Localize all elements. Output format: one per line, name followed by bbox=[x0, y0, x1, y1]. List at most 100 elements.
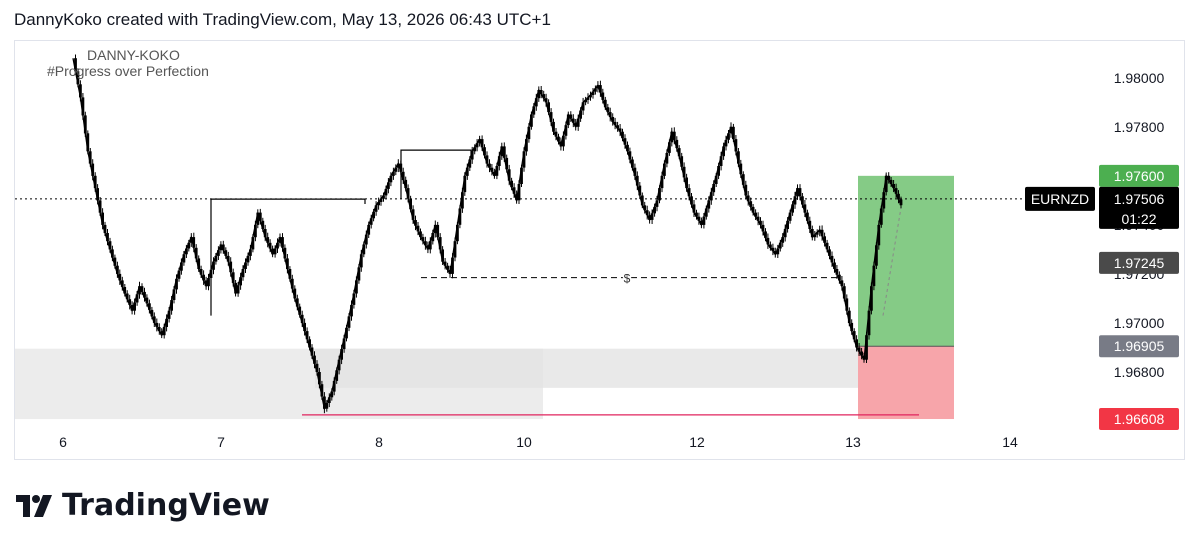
candle-body bbox=[246, 255, 250, 263]
candle-body bbox=[702, 216, 706, 225]
candle-body bbox=[771, 247, 775, 252]
candle-body bbox=[872, 265, 876, 287]
candle-body bbox=[337, 359, 341, 371]
candle-body bbox=[254, 224, 257, 238]
candle-body bbox=[451, 257, 454, 274]
candle-body bbox=[352, 293, 356, 305]
stop-price-label: 1.96608 bbox=[1114, 411, 1165, 427]
chart-frame[interactable]: $ 678101213141.980001.978001.976001.9740… bbox=[14, 40, 1185, 460]
price-chart[interactable]: $ 678101213141.980001.978001.976001.9740… bbox=[15, 41, 1185, 460]
candle-body bbox=[889, 179, 893, 184]
candle-body bbox=[219, 244, 223, 251]
candle-body bbox=[258, 212, 262, 221]
candle-body bbox=[152, 316, 156, 323]
candle-body bbox=[249, 249, 252, 256]
candle-body bbox=[638, 185, 642, 196]
candle-body bbox=[778, 242, 782, 249]
candle-body bbox=[670, 131, 674, 143]
candle-body bbox=[722, 146, 725, 157]
candle-body bbox=[776, 248, 780, 255]
candle-body bbox=[860, 351, 863, 356]
candle-body bbox=[315, 363, 319, 372]
candle-body bbox=[635, 175, 639, 186]
candle-body bbox=[226, 255, 230, 262]
candle-body bbox=[177, 270, 181, 279]
symbol-tag-bg bbox=[1025, 186, 1095, 211]
candle-body bbox=[480, 139, 484, 148]
candle-body bbox=[589, 94, 592, 98]
candle-body bbox=[170, 300, 173, 311]
candle-body bbox=[648, 215, 651, 220]
target-price-label: 1.97600 bbox=[1114, 168, 1165, 184]
candle-body bbox=[835, 269, 839, 275]
candle-body bbox=[340, 349, 343, 360]
candle-body bbox=[882, 192, 886, 209]
candle-body bbox=[217, 250, 220, 256]
candle-body bbox=[295, 298, 299, 307]
candle-body bbox=[823, 236, 826, 243]
candle-body bbox=[897, 193, 900, 200]
candle-body bbox=[91, 163, 95, 176]
candle-body bbox=[525, 139, 528, 152]
candle-body bbox=[485, 155, 489, 164]
watermark-motto: #Progress over Perfection bbox=[47, 63, 209, 79]
candle-body bbox=[601, 92, 605, 100]
candle-body bbox=[404, 179, 408, 189]
candle-body bbox=[746, 195, 750, 202]
candle-body bbox=[833, 262, 836, 269]
candle-body bbox=[325, 403, 329, 409]
tradingview-logo-icon bbox=[16, 494, 52, 517]
candle-body bbox=[446, 265, 449, 270]
candle-body bbox=[271, 248, 274, 255]
candle-body bbox=[350, 305, 353, 317]
candle-body bbox=[433, 224, 437, 234]
candle-body bbox=[695, 212, 698, 217]
level-price-label-bg bbox=[1099, 251, 1179, 274]
candle-body bbox=[507, 169, 511, 181]
candle-body bbox=[611, 117, 615, 122]
candle-body bbox=[754, 212, 757, 217]
candle-body bbox=[852, 331, 856, 340]
candle-body bbox=[359, 254, 363, 268]
candle-body bbox=[707, 200, 711, 209]
candle-body bbox=[221, 244, 225, 251]
candle-body bbox=[355, 280, 358, 294]
candle-body bbox=[739, 163, 743, 175]
candle-body bbox=[813, 234, 817, 238]
candle-body bbox=[327, 397, 331, 403]
y-tick-label: 1.97000 bbox=[1114, 315, 1165, 331]
candle-body bbox=[135, 294, 139, 303]
candle-body bbox=[175, 278, 178, 290]
candle-body bbox=[658, 188, 661, 201]
candle-body bbox=[303, 322, 306, 332]
candle-body bbox=[323, 396, 326, 409]
candle-body bbox=[313, 355, 316, 364]
candle-body bbox=[207, 278, 210, 287]
candle-body bbox=[650, 213, 654, 220]
target-price-label-bg bbox=[1099, 164, 1179, 187]
candle-body bbox=[392, 171, 395, 176]
candle-body bbox=[571, 118, 575, 123]
candle-body bbox=[411, 209, 415, 220]
candle-body bbox=[236, 285, 240, 294]
candle-body bbox=[660, 175, 664, 189]
candle-body bbox=[266, 237, 270, 243]
candle-body bbox=[892, 184, 895, 189]
candle-body bbox=[438, 237, 442, 250]
candle-body bbox=[586, 97, 590, 100]
candle-body bbox=[682, 166, 686, 178]
candle-body bbox=[290, 278, 294, 289]
candle-body bbox=[766, 237, 770, 245]
price-series-line bbox=[72, 58, 902, 411]
current-price-bg bbox=[1099, 186, 1179, 229]
candle-body bbox=[640, 195, 644, 206]
demand-zone-inner bbox=[315, 348, 900, 388]
candle-body bbox=[185, 248, 188, 255]
candle-body bbox=[145, 297, 149, 304]
candle-body bbox=[606, 107, 610, 113]
candle-body bbox=[281, 237, 284, 248]
candle-body bbox=[372, 211, 375, 219]
y-tick-label: 1.97800 bbox=[1114, 119, 1165, 135]
candle-body bbox=[428, 241, 432, 250]
candle-body bbox=[116, 265, 119, 274]
